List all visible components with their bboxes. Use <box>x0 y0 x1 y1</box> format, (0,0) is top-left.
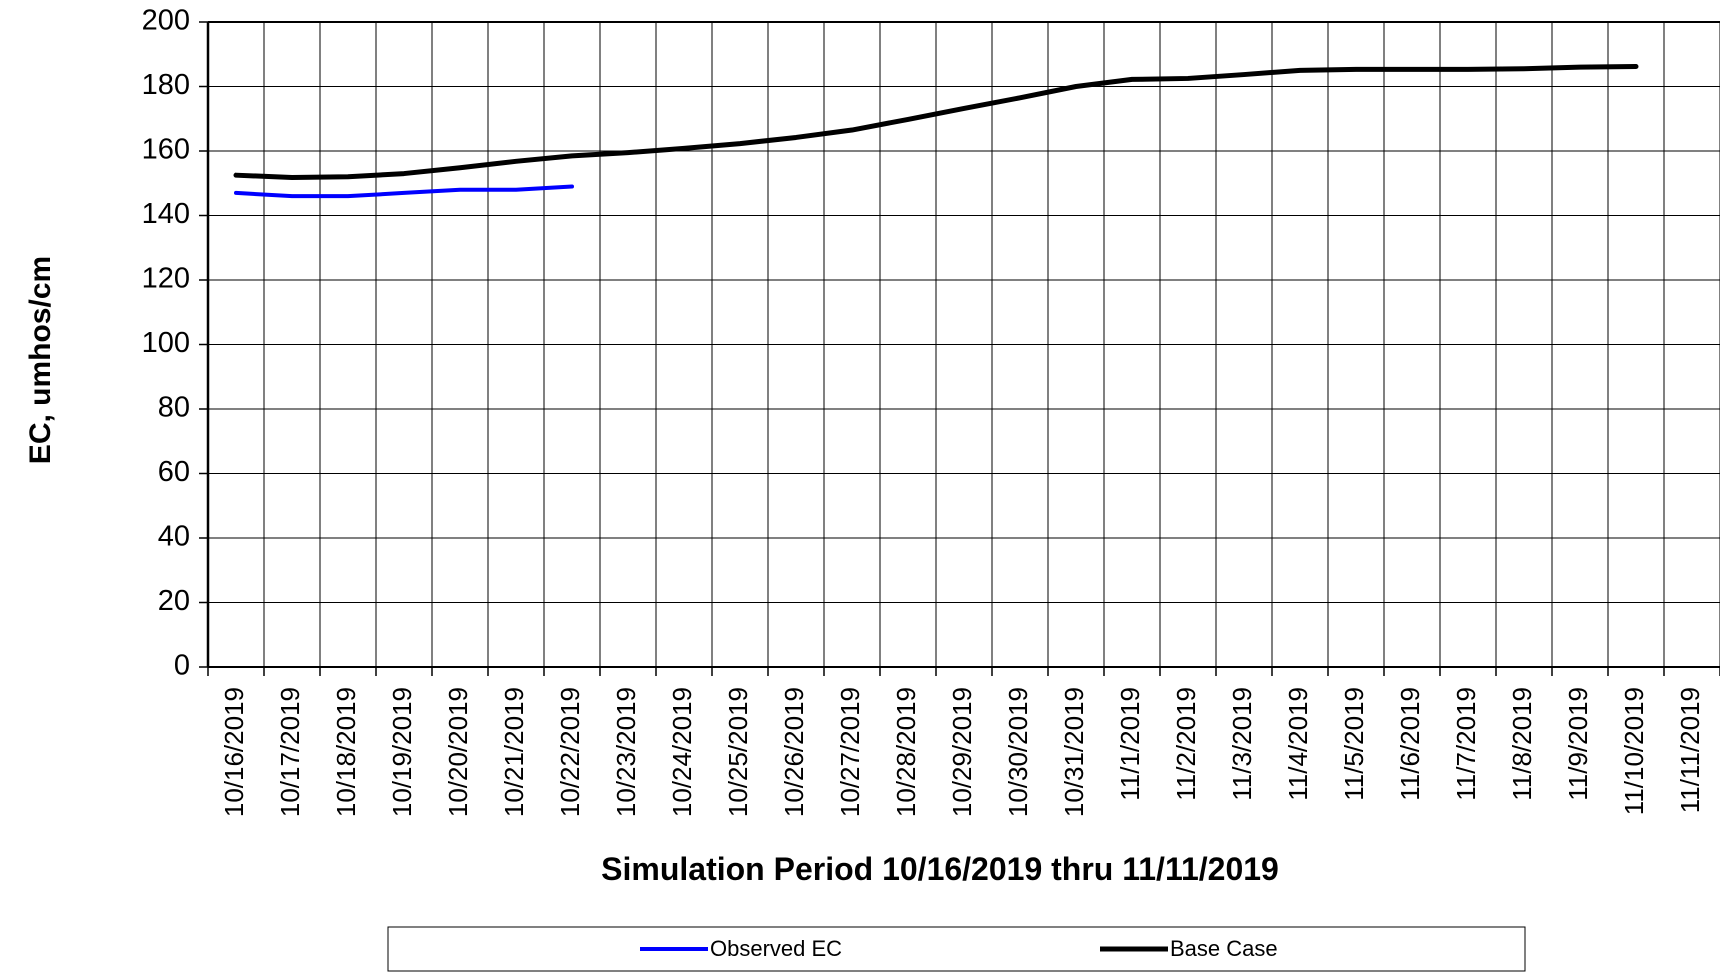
y-tick-label: 180 <box>142 69 190 101</box>
legend-label: Base Case <box>1170 936 1278 961</box>
x-tick-label: 10/29/2019 <box>947 687 977 817</box>
y-tick-label: 40 <box>158 521 190 553</box>
x-tick-label: 11/7/2019 <box>1451 687 1481 801</box>
x-tick-label: 10/30/2019 <box>1003 687 1033 817</box>
x-tick-label: 10/22/2019 <box>555 687 585 817</box>
y-tick-label: 0 <box>174 650 190 682</box>
x-tick-label: 11/1/2019 <box>1115 687 1145 801</box>
x-tick-label: 11/6/2019 <box>1395 687 1425 801</box>
x-tick-label: 10/18/2019 <box>331 687 361 817</box>
x-tick-label: 10/20/2019 <box>443 687 473 817</box>
x-axis-title: Simulation Period 10/16/2019 thru 11/11/… <box>601 851 1279 887</box>
x-tick-label: 11/11/2019 <box>1675 687 1705 813</box>
legend-label: Observed EC <box>710 936 842 961</box>
x-tick-label: 11/5/2019 <box>1339 687 1369 801</box>
y-tick-label: 100 <box>142 327 190 359</box>
legend-box <box>387 926 1526 972</box>
series-line <box>234 184 574 199</box>
y-tick-label: 160 <box>142 134 190 166</box>
y-axis-title: EC, umhos/cm <box>24 256 57 464</box>
x-tick-label: 10/27/2019 <box>835 687 865 817</box>
series-line <box>233 64 1639 180</box>
x-tick-label: 11/4/2019 <box>1283 687 1313 801</box>
x-tick-label: 11/10/2019 <box>1619 687 1649 815</box>
y-tick-label: 200 <box>142 5 190 37</box>
y-tick-label: 140 <box>142 198 190 230</box>
x-tick-label: 10/25/2019 <box>723 687 753 817</box>
x-tick-label: 10/31/2019 <box>1059 687 1089 817</box>
y-tick-label: 20 <box>158 585 190 617</box>
x-tick-label: 11/3/2019 <box>1227 687 1257 801</box>
x-tick-label: 10/21/2019 <box>499 687 529 817</box>
y-tick-label: 120 <box>142 263 190 295</box>
x-tick-label: 11/8/2019 <box>1507 687 1537 801</box>
x-tick-label: 10/17/2019 <box>275 687 305 817</box>
x-tick-label: 10/28/2019 <box>891 687 921 817</box>
x-tick-label: 10/23/2019 <box>611 687 641 817</box>
x-tick-label: 10/19/2019 <box>387 687 417 817</box>
x-tick-label: 10/24/2019 <box>667 687 697 817</box>
x-tick-label: 10/26/2019 <box>779 687 809 817</box>
y-tick-label: 60 <box>158 456 190 488</box>
x-tick-label: 11/9/2019 <box>1563 687 1593 801</box>
x-tick-label: 11/2/2019 <box>1171 687 1201 801</box>
x-tick-label: 10/16/2019 <box>219 687 249 817</box>
y-tick-label: 80 <box>158 392 190 424</box>
